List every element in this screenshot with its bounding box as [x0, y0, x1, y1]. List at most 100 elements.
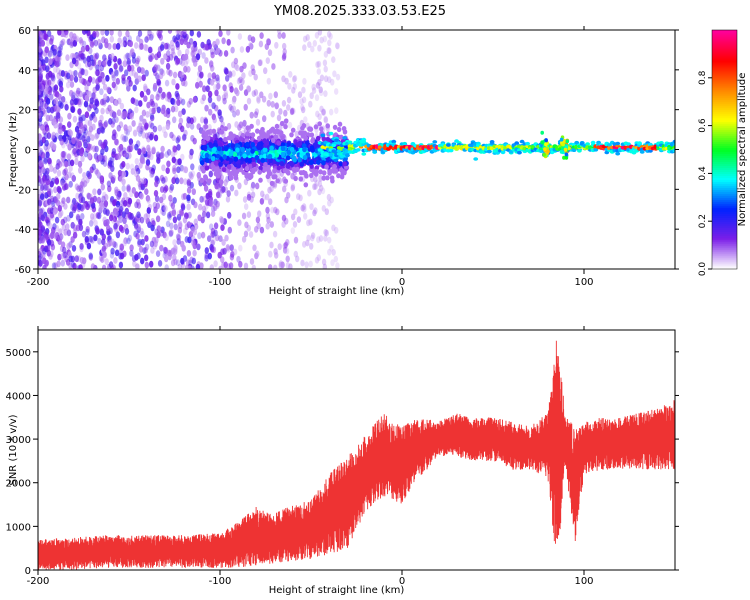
- noise-speckle: [256, 222, 261, 230]
- noise-speckle: [78, 114, 83, 122]
- noise-speckle: [38, 160, 43, 167]
- band-cell: [285, 163, 291, 169]
- colorbar-swatch: [712, 61, 737, 65]
- noise-speckle: [121, 74, 126, 81]
- band-cell: [233, 156, 239, 162]
- band-cell: [244, 173, 249, 179]
- noise-speckle: [175, 83, 180, 90]
- noise-speckle: [53, 66, 58, 73]
- noise-speckle: [119, 252, 125, 260]
- noise-speckle: [261, 95, 267, 103]
- noise-speckle: [81, 230, 87, 238]
- noise-speckle: [125, 162, 130, 170]
- band-cell: [204, 165, 210, 171]
- noise-speckle: [232, 110, 237, 118]
- noise-speckle: [154, 236, 159, 244]
- noise-speckle: [217, 109, 222, 116]
- noise-speckle: [281, 100, 287, 107]
- noise-speckle: [183, 60, 188, 67]
- noise-speckle: [45, 114, 50, 122]
- band-cell: [321, 136, 327, 142]
- noise-speckle: [189, 123, 195, 130]
- noise-speckle: [209, 48, 215, 55]
- noise-speckle: [114, 69, 119, 77]
- noise-speckle: [45, 233, 50, 241]
- noise-speckle: [213, 260, 218, 268]
- noise-speckle: [71, 92, 76, 99]
- noise-speckle: [144, 36, 149, 43]
- noise-speckle: [44, 46, 49, 54]
- noise-speckle: [268, 264, 273, 269]
- noise-speckle: [300, 259, 305, 267]
- noise-speckle: [80, 155, 85, 163]
- noise-speckle: [109, 214, 114, 222]
- noise-speckle: [41, 166, 46, 174]
- noise-speckle: [51, 131, 56, 139]
- noise-speckle: [169, 131, 174, 139]
- band-cell: [283, 118, 289, 124]
- band-cell: [286, 142, 291, 148]
- noise-speckle: [227, 70, 233, 78]
- noise-speckle: [268, 198, 273, 206]
- noise-speckle: [130, 143, 135, 151]
- noise-speckle: [196, 243, 201, 251]
- band-cell: [336, 126, 342, 133]
- noise-speckle: [292, 75, 297, 83]
- noise-speckle: [141, 74, 146, 82]
- noise-speckle: [266, 77, 271, 85]
- noise-speckle: [256, 95, 261, 103]
- noise-speckle: [123, 192, 128, 199]
- noise-speckle: [45, 97, 51, 105]
- noise-speckle: [327, 47, 332, 55]
- noise-speckle: [73, 98, 78, 106]
- noise-speckle: [51, 262, 57, 269]
- noise-speckle: [182, 30, 187, 36]
- noise-speckle: [83, 100, 89, 108]
- noise-speckle: [312, 209, 317, 217]
- noise-speckle: [108, 118, 113, 125]
- band-cell: [286, 149, 292, 155]
- noise-speckle: [46, 188, 52, 196]
- noise-speckle: [225, 195, 231, 203]
- noise-speckle: [313, 207, 318, 215]
- noise-speckle: [327, 199, 332, 207]
- noise-speckle: [70, 106, 75, 113]
- noise-speckle: [256, 97, 261, 104]
- noise-speckle: [241, 235, 247, 243]
- noise-speckle: [48, 253, 53, 260]
- noise-speckle: [148, 121, 153, 128]
- noise-speckle: [136, 125, 141, 133]
- y-tick-label: -20: [15, 185, 31, 196]
- colorbar-swatch: [712, 213, 737, 216]
- noise-speckle: [309, 203, 314, 211]
- noise-speckle: [92, 116, 98, 123]
- noise-speckle: [61, 176, 66, 184]
- noise-speckle: [227, 226, 232, 234]
- colorbar-swatch: [712, 31, 737, 35]
- noise-speckle: [238, 84, 244, 91]
- x-axis-label: Height of straight line (km): [269, 585, 405, 596]
- colorbar-tick-label: 0.8: [698, 70, 708, 85]
- band-cell: [309, 172, 314, 179]
- noise-speckle: [223, 186, 228, 194]
- noise-speckle: [49, 180, 54, 188]
- band-cell: [280, 145, 286, 151]
- noise-speckle: [284, 77, 289, 85]
- noise-speckle: [122, 110, 128, 118]
- noise-speckle: [144, 235, 149, 242]
- noise-speckle: [273, 206, 278, 214]
- noise-speckle: [223, 92, 229, 100]
- noise-speckle: [83, 128, 89, 136]
- noise-speckle: [45, 85, 50, 92]
- noise-speckle: [290, 183, 296, 191]
- noise-speckle: [78, 122, 84, 130]
- noise-speckle: [70, 103, 75, 110]
- noise-speckle: [93, 234, 98, 242]
- noise-speckle: [144, 261, 149, 269]
- noise-speckle: [122, 147, 127, 155]
- noise-speckle: [213, 204, 218, 212]
- colorbar-swatch: [712, 185, 737, 188]
- band-cell: [285, 169, 290, 175]
- noise-speckle: [116, 42, 121, 50]
- noise-speckle: [212, 132, 217, 140]
